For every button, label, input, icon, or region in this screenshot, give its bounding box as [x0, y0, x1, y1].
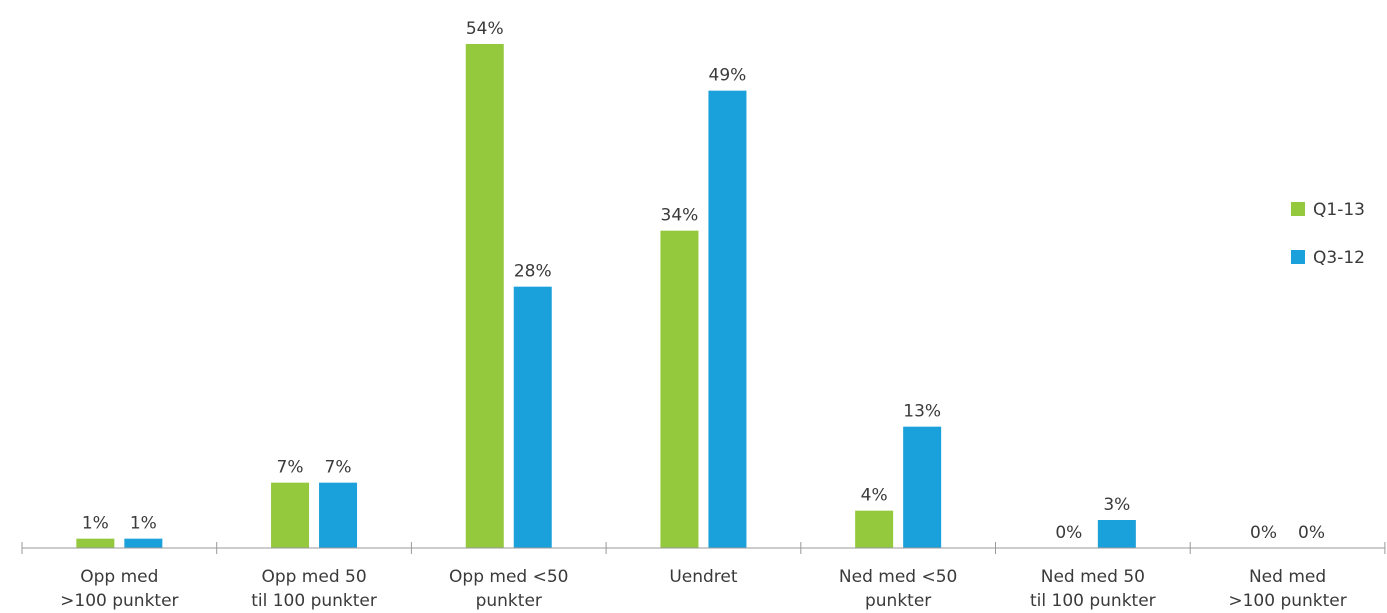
value-label-q1-13-2: 54% [466, 19, 504, 39]
value-label-q3-12-4: 13% [903, 402, 941, 422]
legend: Q1-13 Q3-12 [1291, 200, 1365, 268]
legend-label-q1-13: Q1-13 [1313, 200, 1365, 220]
value-labels-layer: 1% 1% 7% 7% 54% 28% 34% 49% 4% 13% 0% 3% 0% 0% [82, 19, 1325, 543]
category-label-6: Ned med >100 punkter [1228, 567, 1346, 611]
bar-q3-12-3 [708, 90, 747, 549]
bar-q3-12-5 [1097, 520, 1136, 548]
bar-q1-13-2 [465, 44, 504, 548]
legend-swatch-q3-12 [1291, 250, 1305, 264]
legend-label-q3-12: Q3-12 [1313, 248, 1365, 268]
value-label-q1-13-5: 0% [1055, 523, 1082, 543]
bar-q3-12-1 [319, 482, 358, 548]
value-label-q3-12-0: 1% [130, 514, 157, 534]
category-label-3: Uendret [669, 567, 738, 587]
category-label-2: Opp med <50 punkter [449, 567, 568, 611]
legend-swatch-q1-13 [1291, 202, 1305, 216]
value-label-q1-13-0: 1% [82, 514, 109, 534]
value-label-q1-13-3: 34% [661, 206, 699, 226]
bar-q1-13-0 [76, 538, 115, 548]
bar-q3-12-0 [124, 538, 163, 548]
bar-q1-13-3 [660, 230, 699, 548]
value-label-q1-13-4: 4% [861, 486, 888, 506]
value-label-q3-12-1: 7% [325, 458, 352, 478]
category-label-0: Opp med >100 punkter [60, 567, 178, 611]
category-label-4: Ned med <50 punkter [839, 567, 957, 611]
value-label-q3-12-6: 0% [1298, 523, 1325, 543]
bar-q1-13-1 [271, 482, 310, 548]
category-labels-layer: Opp med >100 punkter Opp med 50 til 100 pun… [60, 567, 1347, 611]
x-axis [21, 542, 1386, 554]
category-label-1: Opp med 50 til 100 punkter [251, 567, 377, 611]
value-label-q1-13-1: 7% [277, 458, 304, 478]
bar-q3-12-4 [903, 426, 942, 548]
value-label-q1-13-6: 0% [1250, 523, 1277, 543]
bar-q1-13-4 [855, 510, 894, 548]
value-label-q3-12-5: 3% [1103, 495, 1130, 515]
value-label-q3-12-2: 28% [514, 262, 552, 282]
bar-q3-12-2 [513, 286, 552, 548]
value-label-q3-12-3: 49% [709, 66, 747, 86]
category-label-5: Ned med 50 til 100 punkter [1030, 567, 1156, 611]
bars-layer [76, 44, 1136, 549]
